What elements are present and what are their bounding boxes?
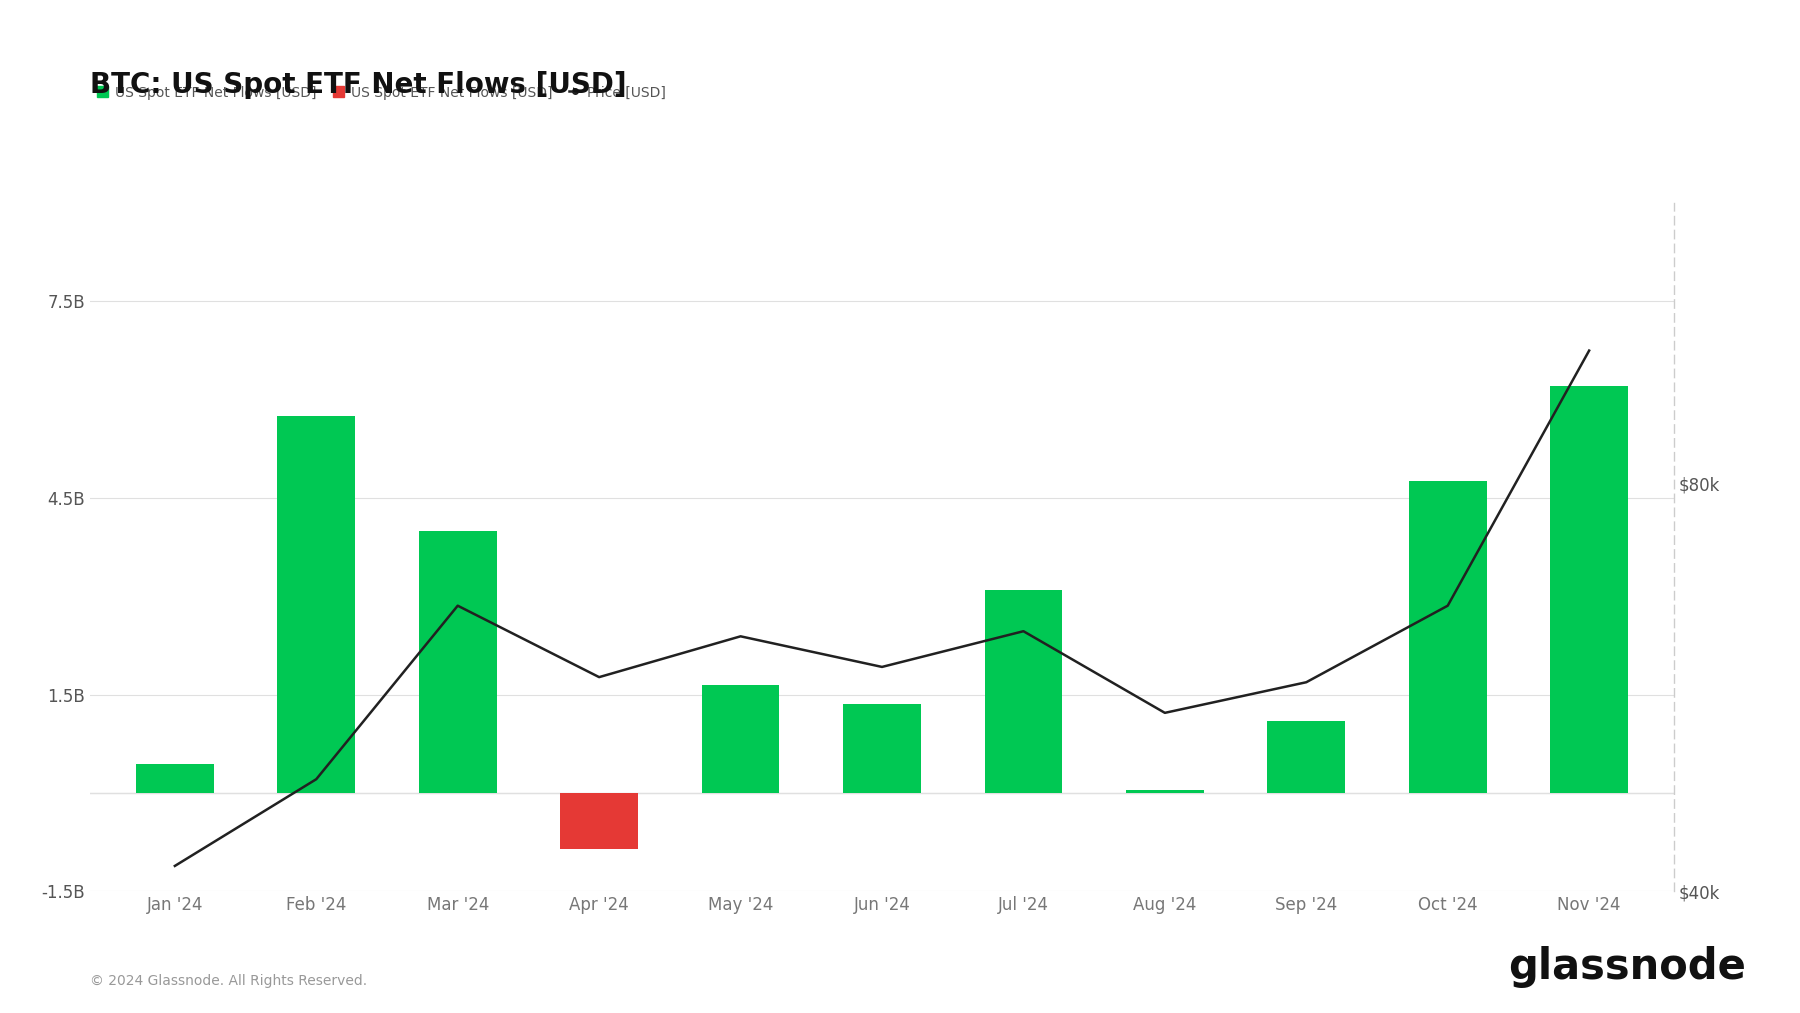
Bar — [137, 764, 214, 793]
Text: © 2024 Glassnode. All Rights Reserved.: © 2024 Glassnode. All Rights Reserved. — [90, 973, 367, 988]
Text: glassnode: glassnode — [1508, 946, 1746, 988]
Bar — [277, 415, 355, 793]
Bar — [1409, 481, 1487, 793]
Bar — [419, 531, 497, 793]
Bar — [1550, 386, 1627, 793]
Bar — [560, 793, 637, 849]
Bar — [702, 685, 779, 793]
Legend: US Spot ETF Net Flows [USD], US Spot ETF Net Flows [USD], Price [USD]: US Spot ETF Net Flows [USD], US Spot ETF… — [97, 85, 666, 99]
Text: BTC: US Spot ETF Net Flows [USD]: BTC: US Spot ETF Net Flows [USD] — [90, 71, 626, 99]
Bar — [985, 590, 1062, 793]
Bar — [1127, 790, 1204, 793]
Bar — [842, 704, 922, 793]
Bar — [1267, 721, 1345, 793]
